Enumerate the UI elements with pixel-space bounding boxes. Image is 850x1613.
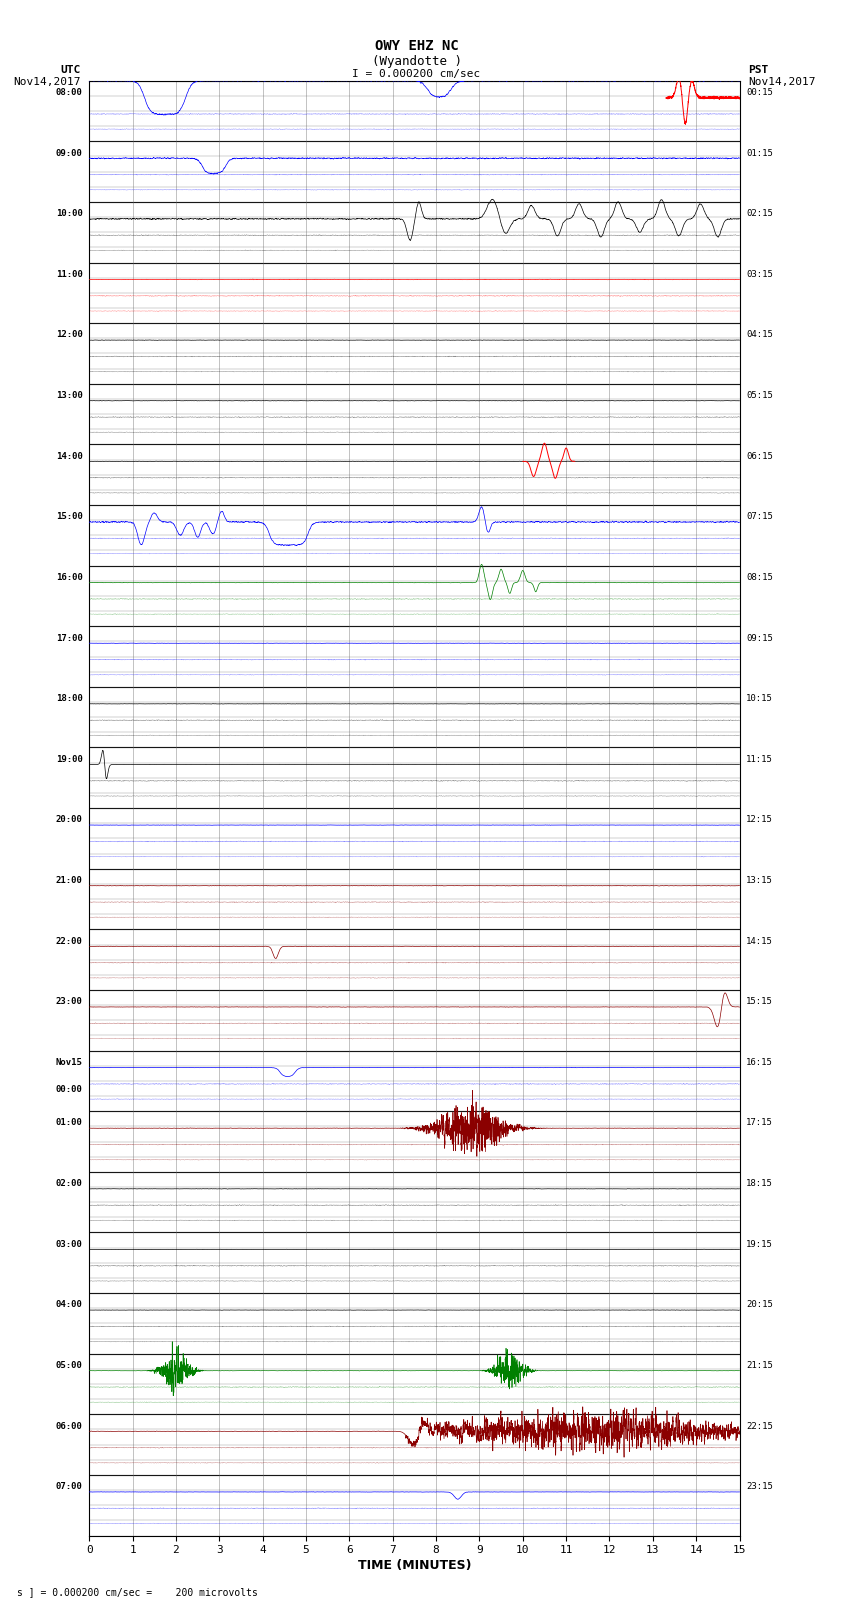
Text: 15:00: 15:00 — [56, 513, 82, 521]
Text: 06:15: 06:15 — [746, 452, 773, 461]
Text: 06:00: 06:00 — [56, 1421, 82, 1431]
Text: 19:00: 19:00 — [56, 755, 82, 765]
Text: 13:00: 13:00 — [56, 390, 82, 400]
Text: Nov14,2017: Nov14,2017 — [748, 77, 815, 87]
Text: 18:00: 18:00 — [56, 694, 82, 703]
Text: 05:00: 05:00 — [56, 1361, 82, 1369]
Text: 22:15: 22:15 — [746, 1421, 773, 1431]
Text: 11:15: 11:15 — [746, 755, 773, 765]
Text: 04:00: 04:00 — [56, 1300, 82, 1310]
Text: 03:00: 03:00 — [56, 1240, 82, 1248]
Text: 00:00: 00:00 — [56, 1086, 82, 1094]
Text: 07:00: 07:00 — [56, 1482, 82, 1492]
Text: 16:15: 16:15 — [746, 1058, 773, 1066]
Text: 14:15: 14:15 — [746, 937, 773, 945]
Text: 00:15: 00:15 — [746, 89, 773, 97]
Text: 20:15: 20:15 — [746, 1300, 773, 1310]
Text: 15:15: 15:15 — [746, 997, 773, 1007]
Text: OWY EHZ NC: OWY EHZ NC — [375, 39, 458, 53]
Text: 03:15: 03:15 — [746, 269, 773, 279]
Text: 23:15: 23:15 — [746, 1482, 773, 1492]
Text: 11:00: 11:00 — [56, 269, 82, 279]
Text: 09:00: 09:00 — [56, 148, 82, 158]
Text: 20:00: 20:00 — [56, 816, 82, 824]
Text: Nov14,2017: Nov14,2017 — [14, 77, 81, 87]
Text: PST: PST — [748, 65, 768, 74]
Text: 21:00: 21:00 — [56, 876, 82, 886]
Text: 02:15: 02:15 — [746, 210, 773, 218]
Text: 16:00: 16:00 — [56, 573, 82, 582]
Text: 08:15: 08:15 — [746, 573, 773, 582]
Text: 01:15: 01:15 — [746, 148, 773, 158]
Text: Nov15: Nov15 — [56, 1058, 82, 1066]
Text: 10:00: 10:00 — [56, 210, 82, 218]
Text: 05:15: 05:15 — [746, 390, 773, 400]
Text: 08:00: 08:00 — [56, 89, 82, 97]
Text: 23:00: 23:00 — [56, 997, 82, 1007]
Text: (Wyandotte ): (Wyandotte ) — [371, 55, 462, 68]
Text: 10:15: 10:15 — [746, 694, 773, 703]
Text: 22:00: 22:00 — [56, 937, 82, 945]
Text: 13:15: 13:15 — [746, 876, 773, 886]
Text: 07:15: 07:15 — [746, 513, 773, 521]
Text: 01:00: 01:00 — [56, 1118, 82, 1127]
Text: 02:00: 02:00 — [56, 1179, 82, 1189]
Text: 12:00: 12:00 — [56, 331, 82, 339]
Text: 14:00: 14:00 — [56, 452, 82, 461]
Text: 19:15: 19:15 — [746, 1240, 773, 1248]
X-axis label: TIME (MINUTES): TIME (MINUTES) — [358, 1560, 471, 1573]
Text: 17:00: 17:00 — [56, 634, 82, 642]
Text: 21:15: 21:15 — [746, 1361, 773, 1369]
Text: 09:15: 09:15 — [746, 634, 773, 642]
Text: 18:15: 18:15 — [746, 1179, 773, 1189]
Text: 12:15: 12:15 — [746, 816, 773, 824]
Text: UTC: UTC — [60, 65, 81, 74]
Text: 04:15: 04:15 — [746, 331, 773, 339]
Text: I = 0.000200 cm/sec: I = 0.000200 cm/sec — [353, 69, 480, 79]
Text: s ] = 0.000200 cm/sec =    200 microvolts: s ] = 0.000200 cm/sec = 200 microvolts — [17, 1587, 258, 1597]
Text: 17:15: 17:15 — [746, 1118, 773, 1127]
